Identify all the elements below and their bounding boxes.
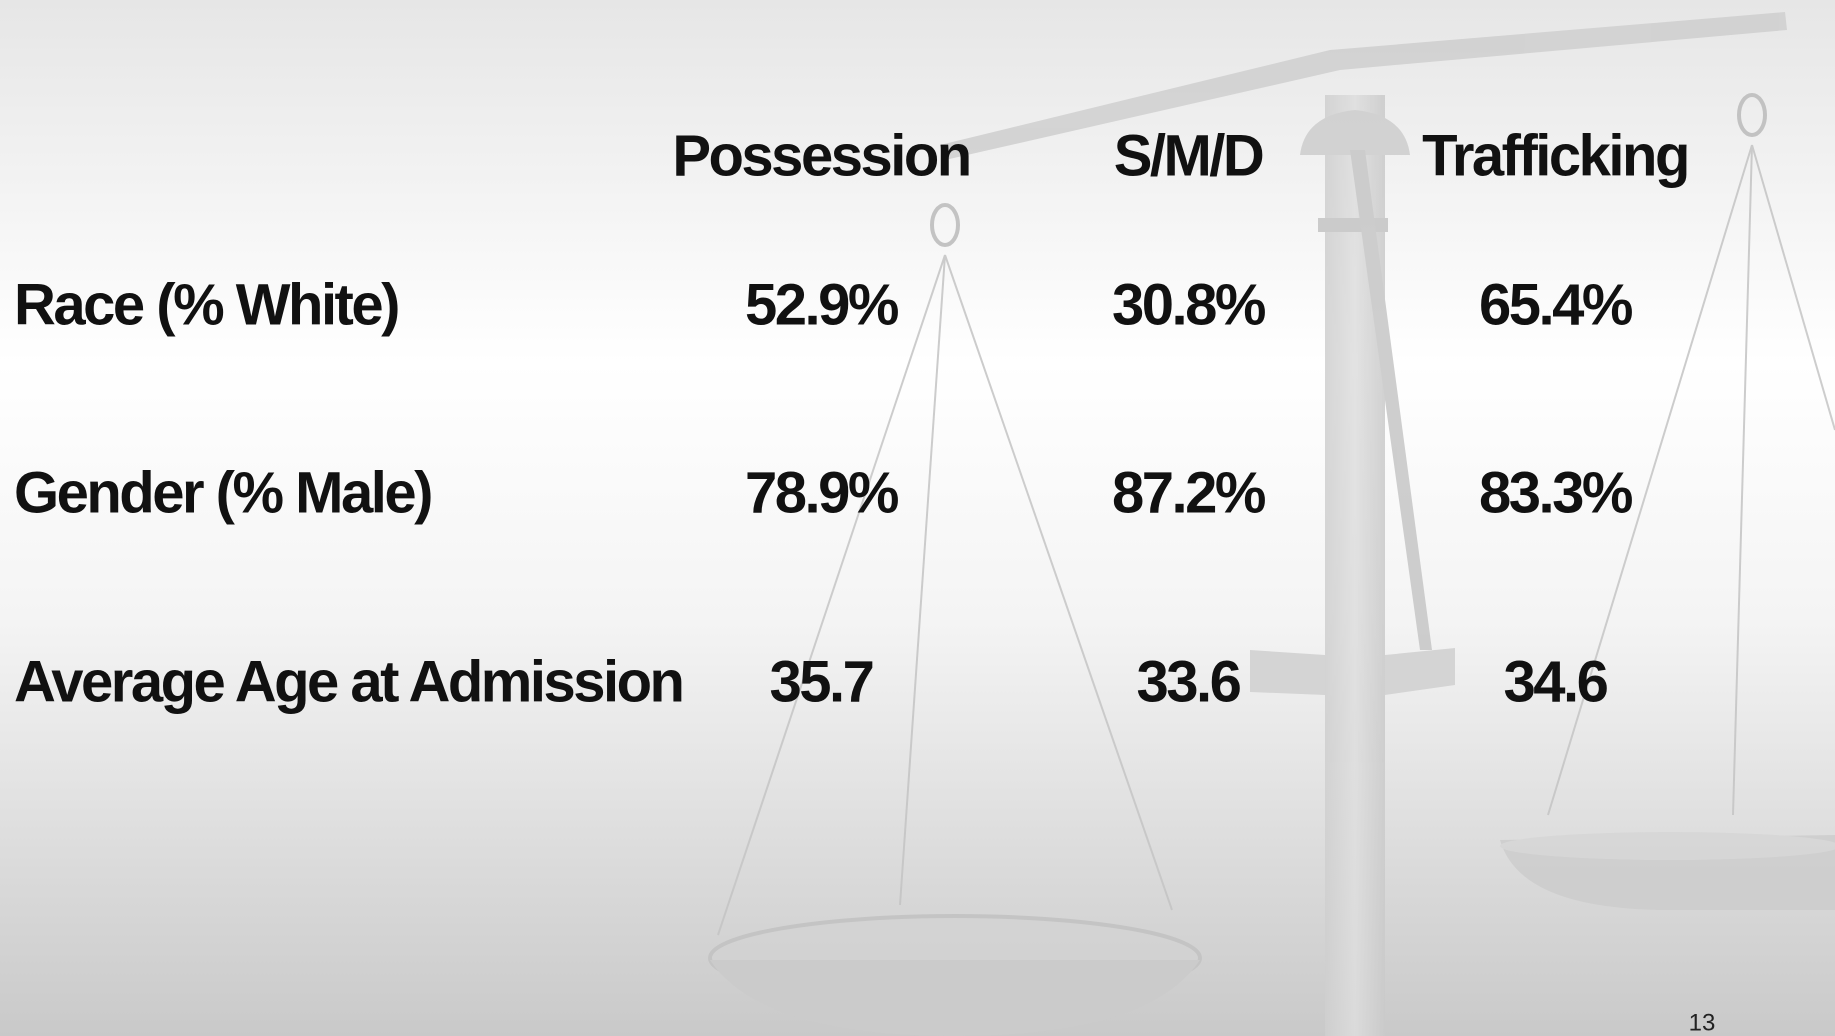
cell: 35.7 — [770, 649, 873, 714]
cell: 30.8% — [1112, 272, 1266, 337]
cell: 52.9% — [745, 272, 899, 337]
cell: 34.6 — [1504, 649, 1608, 714]
row-label: Gender (% Male) — [14, 460, 431, 525]
table: Possession S/M/D Trafficking Race (% Whi… — [14, 123, 1690, 714]
column-header: Possession — [672, 123, 969, 188]
column-header: Trafficking — [1422, 123, 1688, 188]
cell: 83.3% — [1479, 460, 1633, 525]
row-label: Race (% White) — [14, 272, 398, 337]
cell: 78.9% — [745, 460, 899, 525]
column-header: S/M/D — [1114, 123, 1263, 188]
scales-illustration — [708, 12, 1835, 1036]
row-label: Average Age at Admission — [14, 649, 682, 714]
page-number: 13 — [1689, 1009, 1716, 1036]
cell: 65.4% — [1479, 272, 1633, 337]
cell: 33.6 — [1137, 649, 1241, 714]
cell: 87.2% — [1112, 460, 1266, 525]
